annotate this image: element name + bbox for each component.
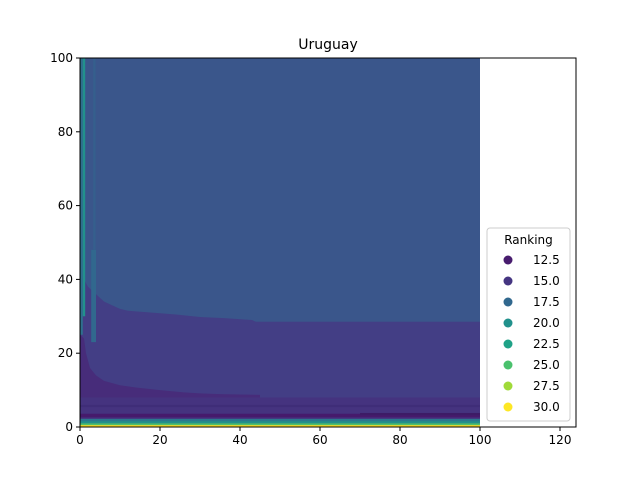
x-tick-label: 40 <box>232 433 247 447</box>
y-tick-label: 80 <box>58 125 73 139</box>
legend-label: 30.0 <box>533 400 560 414</box>
y-axis: 0 20 40 60 80 100 <box>50 51 80 434</box>
y-tick-label: 0 <box>65 420 73 434</box>
x-tick-label: 80 <box>392 433 407 447</box>
legend-marker <box>503 360 513 370</box>
ranking-strip-13 <box>80 404 480 408</box>
chart-title: Uruguay <box>298 37 358 53</box>
mid-ranking-band <box>80 268 480 427</box>
legend-marker <box>503 339 513 349</box>
legend-label: 25.0 <box>533 358 560 372</box>
legend-title: Ranking <box>504 233 553 247</box>
plot-frame <box>79 57 577 428</box>
ranking-strip-30 <box>80 425 480 427</box>
ranking-strip-20 <box>80 421 480 424</box>
x-tick-label: 20 <box>152 433 167 447</box>
ranking-strip-19 <box>80 418 480 422</box>
x-axis: 0 20 40 60 80 100 120 <box>76 427 571 447</box>
left-column-line <box>93 58 96 250</box>
legend-label: 27.5 <box>533 379 560 393</box>
y-tick-label: 20 <box>58 346 73 360</box>
x-tick-label: 60 <box>312 433 327 447</box>
legend-label: 22.5 <box>533 337 560 351</box>
legend: Ranking 12.5 15.0 17.5 20.0 22.5 25.0 27.5 30.0 <box>486 227 571 422</box>
y-tick-label: 40 <box>58 272 73 286</box>
left-column-blue <box>91 249 96 343</box>
x-tick-label: 0 <box>76 433 84 447</box>
left-column-green <box>82 58 86 317</box>
plot-area <box>80 58 480 427</box>
legend-marker <box>503 276 513 286</box>
ranking-strip-12b <box>360 412 480 416</box>
legend-label: 20.0 <box>533 316 560 330</box>
legend-label: 17.5 <box>533 295 560 309</box>
legend-marker <box>503 318 513 328</box>
low-ranking-band-top <box>80 334 260 398</box>
legend-label: 15.0 <box>533 274 560 288</box>
x-tick-label: 120 <box>549 433 572 447</box>
y-tick-label: 60 <box>58 199 73 213</box>
legend-marker <box>503 402 513 412</box>
legend-marker <box>503 297 513 307</box>
legend-box <box>486 227 571 422</box>
ranking-strip-12 <box>80 413 480 418</box>
y-tick-label: 100 <box>50 51 73 65</box>
legend-label: 12.5 <box>533 253 560 267</box>
legend-marker <box>503 255 513 265</box>
left-column-teal <box>80 58 83 335</box>
legend-marker <box>503 381 513 391</box>
x-tick-label: 100 <box>469 433 492 447</box>
ranking-strip-25 <box>80 423 480 426</box>
